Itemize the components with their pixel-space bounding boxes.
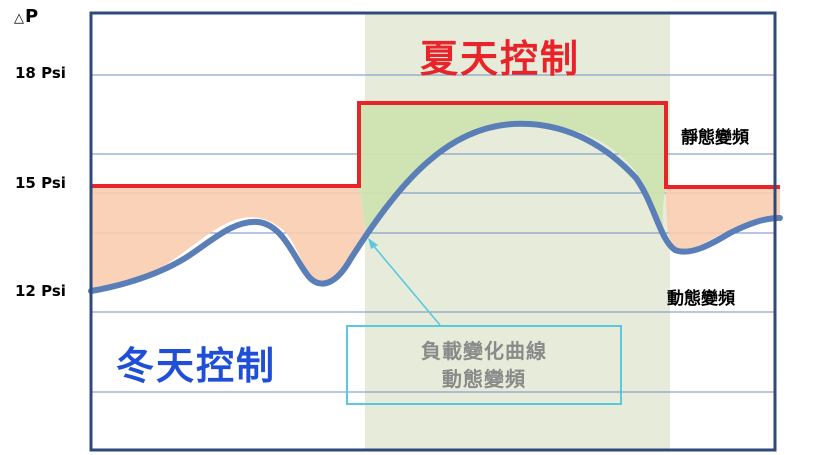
ytick-15psi: 15 Psi — [15, 174, 66, 192]
summer-control-label: 夏天控制 — [420, 37, 581, 81]
delta-symbol: △ — [14, 11, 24, 26]
summer-region-band — [365, 13, 670, 450]
axis-title: △P — [14, 6, 38, 27]
winter-fill-right — [666, 187, 780, 251]
load-curve — [88, 120, 783, 294]
callout-line-1: 負載變化曲線 — [421, 339, 547, 363]
static-vfd-label: 靜態變頻 — [681, 128, 749, 148]
load-curve-callout: 負載變化曲線 動態變頻 — [346, 325, 622, 405]
ytick-12psi: 12 Psi — [15, 282, 66, 300]
static-vfd-line — [91, 101, 780, 189]
callout-arrowhead — [368, 238, 378, 249]
summer-fill — [359, 103, 670, 245]
winter-fill-left — [91, 186, 366, 291]
callout-arrow-line — [371, 243, 441, 326]
dynamic-vfd-label: 動態變頻 — [667, 289, 735, 309]
winter-control-label: 冬天控制 — [116, 344, 277, 388]
ytick-18psi: 18 Psi — [15, 64, 66, 82]
plot-frame — [89, 11, 777, 452]
axis-title-text: P — [25, 6, 39, 27]
callout-line-2: 動態變頻 — [442, 367, 526, 391]
